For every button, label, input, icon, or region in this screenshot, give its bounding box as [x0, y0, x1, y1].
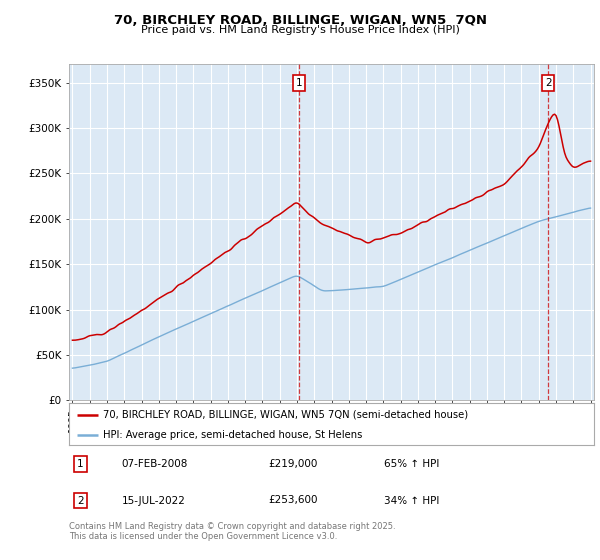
Text: 1: 1 [77, 459, 84, 469]
Text: 1: 1 [295, 78, 302, 88]
Text: 65% ↑ HPI: 65% ↑ HPI [384, 459, 439, 469]
Text: Contains HM Land Registry data © Crown copyright and database right 2025.
This d: Contains HM Land Registry data © Crown c… [69, 522, 395, 542]
Text: £253,600: £253,600 [269, 496, 318, 506]
Text: 2: 2 [77, 496, 84, 506]
Text: 70, BIRCHLEY ROAD, BILLINGE, WIGAN, WN5 7QN (semi-detached house): 70, BIRCHLEY ROAD, BILLINGE, WIGAN, WN5 … [103, 410, 468, 420]
Text: 34% ↑ HPI: 34% ↑ HPI [384, 496, 439, 506]
Text: HPI: Average price, semi-detached house, St Helens: HPI: Average price, semi-detached house,… [103, 430, 362, 440]
Text: 2: 2 [545, 78, 551, 88]
Text: 15-JUL-2022: 15-JUL-2022 [121, 496, 185, 506]
Text: 07-FEB-2008: 07-FEB-2008 [121, 459, 188, 469]
Text: £219,000: £219,000 [269, 459, 318, 469]
Text: 70, BIRCHLEY ROAD, BILLINGE, WIGAN, WN5  7QN: 70, BIRCHLEY ROAD, BILLINGE, WIGAN, WN5 … [113, 14, 487, 27]
Text: Price paid vs. HM Land Registry's House Price Index (HPI): Price paid vs. HM Land Registry's House … [140, 25, 460, 35]
